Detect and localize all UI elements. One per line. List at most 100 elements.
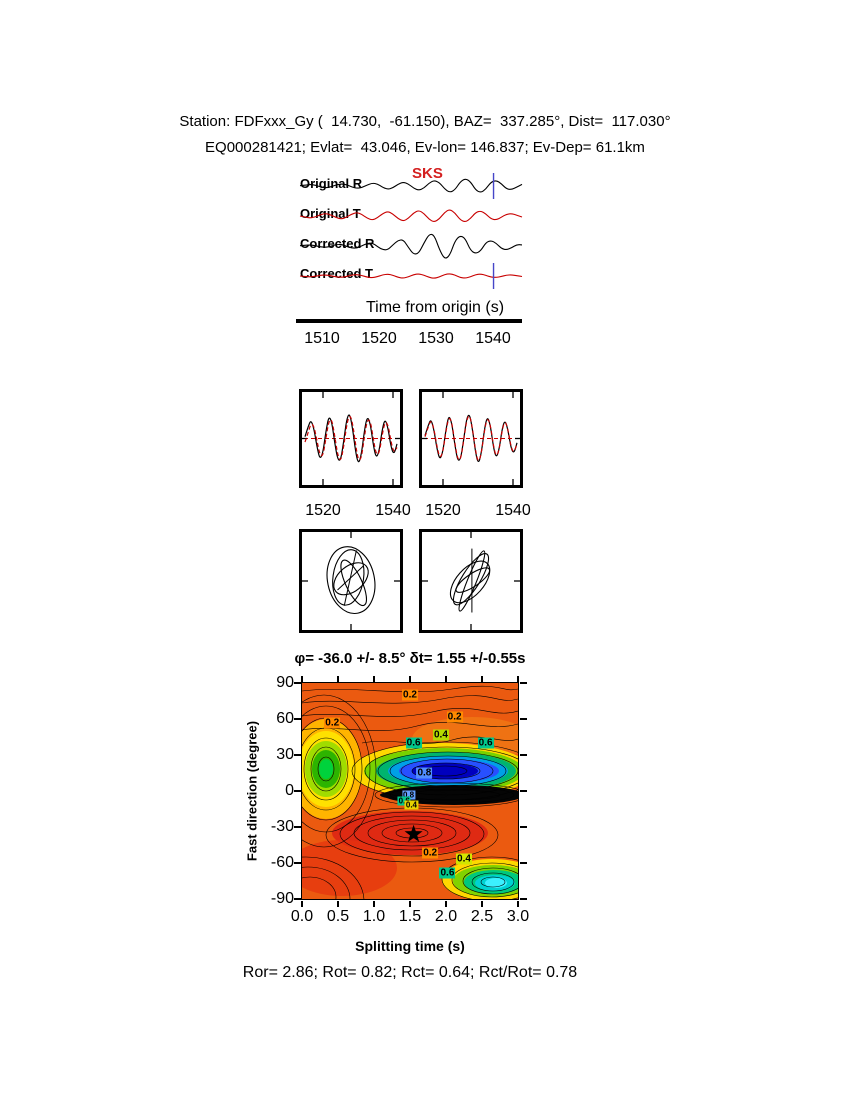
particle-motion-corrected-plot	[422, 532, 520, 630]
window-tick-1520: 1520	[305, 502, 341, 519]
x-tick-mark	[301, 900, 303, 907]
split-time-tick-1.0: 1.0	[362, 908, 386, 925]
fast-dir-tick-60: 60	[276, 710, 294, 727]
contour-label-0.2: 0.2	[446, 711, 463, 723]
window-tick-1540: 1540	[375, 502, 411, 519]
window-tick-1540: 1540	[495, 502, 531, 519]
x-tick-mark	[373, 900, 375, 907]
y-tick-mark	[519, 862, 527, 864]
x-tick-mark	[409, 900, 411, 907]
split-time-tick-3.0: 3.0	[506, 908, 530, 925]
particle-orbit	[333, 562, 369, 596]
y-tick-mark	[519, 754, 527, 756]
window-corrected-plot	[422, 392, 520, 485]
particle-motion-corrected-box	[419, 529, 523, 633]
y-tick-mark	[519, 826, 527, 828]
split-time-tick-1.5: 1.5	[398, 908, 422, 925]
fast-dir-tick--60: -60	[270, 854, 294, 871]
best-fit-star	[404, 824, 423, 842]
y-tick-mark	[519, 898, 527, 900]
y-tick-mark	[293, 826, 301, 828]
trace-original-r	[299, 178, 523, 193]
x-tick-mark	[481, 900, 483, 907]
event-info: EQ000281421; Evlat= 43.046, Ev-lon= 146.…	[205, 139, 645, 156]
x-tick-mark	[517, 675, 519, 682]
particle-orbit	[332, 549, 365, 606]
y-tick-mark	[293, 862, 301, 864]
time-axis-label: Time from origin (s)	[365, 299, 505, 316]
window-radial	[304, 414, 398, 463]
time-tick-1510: 1510	[304, 330, 340, 347]
contour-label-0.2: 0.2	[422, 847, 439, 859]
trace-label-original-r: Original R	[300, 176, 363, 191]
x-tick-mark	[337, 900, 339, 907]
y-tick-mark	[293, 718, 301, 720]
trace-label-corrected-r: Corrected R	[300, 236, 375, 251]
error-surface-title: φ= -36.0 +/- 8.5° δt= 1.55 +/-0.55s	[294, 650, 526, 667]
x-tick-mark	[517, 900, 519, 907]
time-tick-1520: 1520	[361, 330, 397, 347]
y-tick-mark	[293, 898, 301, 900]
particle-orbit	[326, 546, 376, 615]
x-tick-mark	[445, 900, 447, 907]
split-time-tick-2.0: 2.0	[434, 908, 458, 925]
time-tick-1540: 1540	[475, 330, 511, 347]
trace-label-corrected-t: Corrected T	[300, 266, 373, 281]
y-tick-mark	[519, 718, 527, 720]
contour-label-0.2: 0.2	[324, 717, 341, 729]
phase-label-sks: SKS	[412, 165, 443, 182]
y-tick-mark	[293, 754, 301, 756]
contour-label-0.8: 0.8	[416, 767, 433, 779]
window-tick-1520: 1520	[425, 502, 461, 519]
contour-label-0.6: 0.6	[477, 737, 494, 749]
station-info: Station: FDFxxx_Gy ( 14.730, -61.150), B…	[179, 113, 671, 130]
contour-label-0.6: 0.6	[397, 796, 411, 806]
error-surface-plot: 0.20.20.20.40.60.60.80.80.60.40.20.40.6	[247, 682, 543, 946]
window-corrected-box	[419, 389, 523, 488]
window-original-plot	[302, 392, 400, 485]
particle-orbit	[458, 550, 486, 612]
fast-dir-tick--30: -30	[270, 818, 294, 835]
x-tick-mark	[373, 675, 375, 682]
contour-lines	[247, 685, 543, 946]
contour-label-0.8: 0.8	[401, 790, 416, 800]
fast-dir-tick-30: 30	[276, 746, 294, 763]
time-axis-line	[296, 319, 522, 323]
fast-dir-tick-0: 0	[285, 782, 294, 799]
time-tick-1530: 1530	[418, 330, 454, 347]
y-tick-mark	[293, 790, 301, 792]
trace-corrected-t	[299, 273, 523, 279]
particle-orbit	[449, 560, 491, 604]
contour-label-0.4: 0.4	[404, 800, 418, 810]
quality-stats: Ror= 2.86; Rot= 0.82; Rct= 0.64; Rct/Rot…	[242, 964, 578, 981]
fast-dir-tick--90: -90	[270, 890, 294, 907]
particle-motion-original-box	[299, 529, 403, 633]
contour-label-0.2: 0.2	[402, 689, 418, 701]
y-tick-mark	[519, 790, 527, 792]
contour-label-0.6: 0.6	[405, 737, 422, 749]
split-time-tick-0.5: 0.5	[326, 908, 350, 925]
trace-corrected-r	[299, 233, 523, 259]
x-tick-mark	[337, 675, 339, 682]
x-tick-mark	[445, 675, 447, 682]
window-original-box	[299, 389, 403, 488]
y-tick-mark	[293, 682, 301, 684]
best-fit-overlay	[404, 824, 423, 842]
split-time-tick-0.0: 0.0	[290, 908, 314, 925]
contour-label-0.6: 0.6	[439, 867, 456, 879]
window-transverse	[304, 415, 398, 461]
contour-label-0.4: 0.4	[433, 729, 449, 741]
particle-orbit	[340, 559, 368, 607]
contour-label-0.4: 0.4	[456, 853, 472, 865]
split-time-tick-2.5: 2.5	[470, 908, 494, 925]
x-axis-label: Splitting time (s)	[355, 938, 465, 954]
window-transverse	[424, 415, 518, 461]
particle-orbit	[455, 567, 491, 593]
x-tick-mark	[301, 675, 303, 682]
trace-original-t	[299, 209, 523, 222]
particle-motion-original-plot	[302, 532, 400, 630]
x-tick-mark	[481, 675, 483, 682]
y-tick-mark	[519, 682, 527, 684]
fast-dir-tick-90: 90	[276, 674, 294, 691]
